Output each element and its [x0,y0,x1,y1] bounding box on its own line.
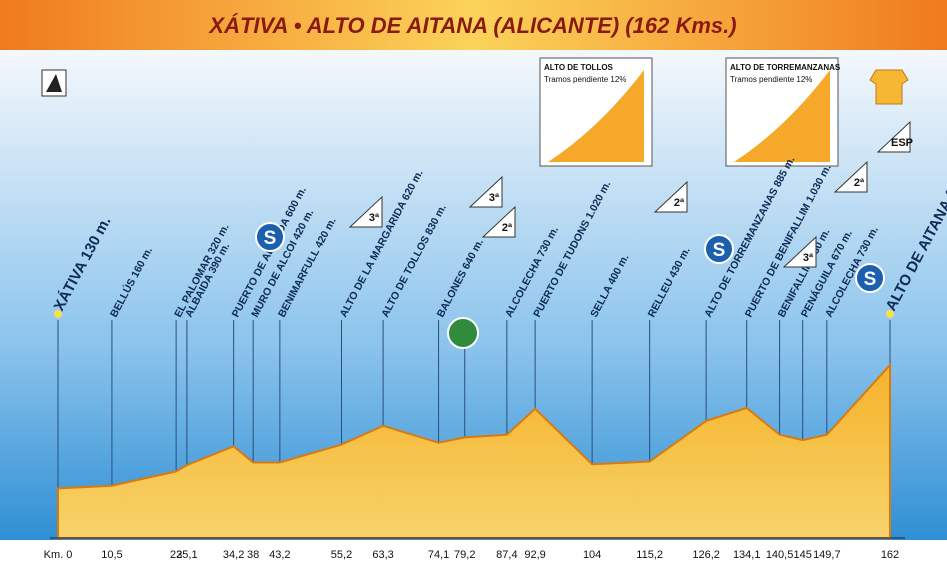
climb-label: 3ª [803,252,814,264]
x-tick-label: 43,2 [269,549,290,561]
inset-title: ALTO DE TORREMANZANAS [730,63,841,72]
climb-label: 3ª [369,212,380,224]
x-tick-label: 34,2 [223,549,244,561]
climb-label: 3ª [489,192,500,204]
x-tick-label: 23 [170,549,182,561]
x-tick-label: 115,2 [636,549,663,561]
profile-area [57,362,891,539]
inset-text: Tramos pendiente 12% [730,75,812,84]
x-tick-label: 92,9 [524,549,545,561]
x-tick-label: 25,1 [176,549,197,561]
title: XÁTIVA • ALTO DE AITANA (ALICANTE) (162 … [207,13,736,38]
title-bar [0,0,947,50]
sprint-label: S [264,228,277,249]
x-tick-label: Km. 0 [44,549,73,561]
x-tick-label: 162 [881,549,899,561]
climb-badge [876,120,911,153]
climb-badge [833,160,868,193]
x-tick-label: 104 [583,549,601,561]
climb-badge [653,180,688,213]
climb-badge [348,195,383,228]
climb-badge [481,205,516,238]
x-tick-label: 134,1 [733,549,761,561]
inset-profile [548,70,644,162]
x-tick-label: 149,7 [813,549,841,561]
x-tick-label: 87,4 [496,549,517,561]
x-tick-label: 10,5 [101,549,122,561]
x-tick-label: 145 [794,549,812,561]
sprint-label: S [713,240,726,261]
x-tick-label: 126,2 [692,549,720,561]
inset-text: Tramos pendiente 12% [544,75,626,84]
climb-label: 2ª [674,197,685,209]
place-dot [886,310,894,318]
climb-label: 2ª [502,222,513,234]
climb-badge [782,235,817,268]
start-icon [41,69,67,97]
x-tick-label: 63,3 [372,549,393,561]
sprint-label: S [864,269,877,290]
x-tick-label: 74,1 [428,549,449,561]
place-dot [54,310,62,318]
climb-label: 2ª [854,177,865,189]
sprint-marker [855,263,885,293]
climb-label: ESP [891,137,913,149]
jersey-icon [869,69,909,105]
climb-badge [468,175,503,208]
x-tick-label: 79,2 [454,549,475,561]
inset-profile [734,70,830,162]
x-tick-label: 55,2 [331,549,352,561]
feed-zone [447,317,479,349]
x-tick-label: 38 [247,549,259,561]
inset-title: ALTO DE TOLLOS [544,63,614,72]
sprint-marker [704,234,734,264]
sprint-marker [255,222,285,252]
x-tick-label: 140,5 [766,549,794,561]
